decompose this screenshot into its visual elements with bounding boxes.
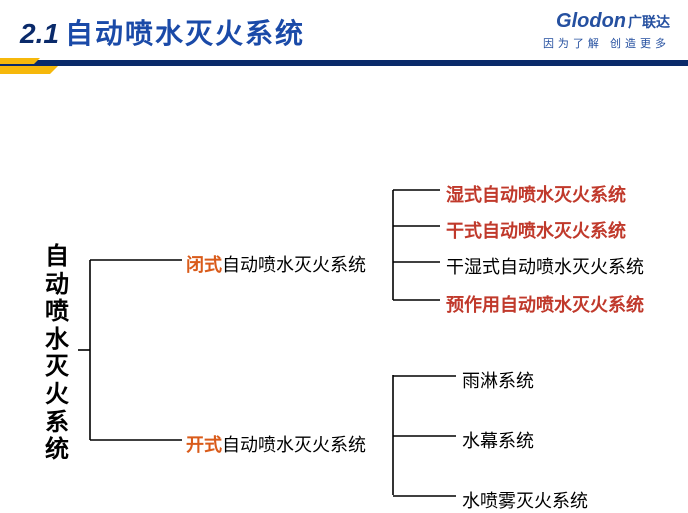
tree-leaf: 预作用自动喷水灭火系统: [446, 291, 644, 317]
brand-cn: 广联达: [628, 14, 670, 30]
header-stripe: [0, 58, 688, 74]
brand-en: Glodon: [556, 10, 626, 32]
section-number: 2.1: [20, 18, 59, 50]
slide-header: 2.1 自动喷水灭火系统 Glodon广联达 因为了解 创造更多: [0, 0, 688, 80]
tree-leaf: 湿式自动喷水灭火系统: [446, 181, 626, 207]
tree-mid-open: 开式自动喷水灭火系统: [186, 431, 366, 457]
tree-mid-rest: 自动喷水灭火系统: [222, 435, 366, 455]
tree-leaf: 雨淋系统: [462, 367, 534, 393]
tree-leaf: 干式自动喷水灭火系统: [446, 217, 626, 243]
tree-leaf: 水幕系统: [462, 427, 534, 453]
tree-root-label: 自 动 喷 水 灭 火 系 统: [44, 243, 70, 464]
tree-mid-rest: 自动喷水灭火系统: [222, 255, 366, 275]
section-title: 自动喷水灭火系统: [65, 12, 305, 52]
tree-mid-prefix: 开式: [186, 435, 222, 455]
tree-diagram: 自 动 喷 水 灭 火 系 统 闭式自动喷水灭火系统湿式自动喷水灭火系统干式自动…: [0, 95, 688, 513]
tree-mid-prefix: 闭式: [186, 255, 222, 275]
tree-leaf: 水喷雾灭火系统: [462, 487, 588, 513]
tree-mid-closed: 闭式自动喷水灭火系统: [186, 251, 366, 277]
brand-logo: Glodon广联达: [543, 10, 670, 33]
tree-leaf: 干湿式自动喷水灭火系统: [446, 253, 644, 279]
brand-slogan: 因为了解 创造更多: [543, 35, 670, 51]
brand-block: Glodon广联达 因为了解 创造更多: [543, 10, 670, 51]
